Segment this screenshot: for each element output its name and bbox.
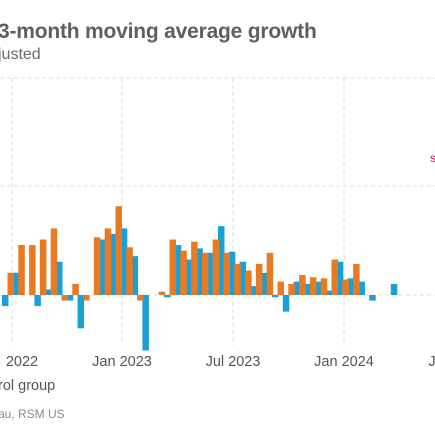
bar: [196, 248, 203, 295]
bar: [83, 295, 90, 301]
x-tick-label: 2022: [6, 354, 38, 370]
chart-subtitle: justed: [0, 46, 41, 63]
bar: [218, 226, 225, 295]
bar: [12, 272, 20, 295]
bar: [126, 247, 133, 295]
source-note: au, RSM US: [0, 407, 65, 421]
bar: [342, 279, 349, 295]
bar: [320, 278, 328, 295]
bar: [353, 263, 360, 295]
bar: [347, 278, 355, 295]
bar: [93, 237, 101, 295]
bar: [239, 261, 247, 295]
bar: [250, 286, 257, 295]
bar: [104, 228, 112, 295]
bar: [272, 295, 279, 298]
bar: [164, 295, 171, 298]
bar: [174, 245, 182, 295]
bar: [169, 239, 176, 295]
bar: [282, 295, 290, 312]
annotation-text: s: [430, 151, 435, 165]
x-tick-label: Jan 2024: [314, 354, 374, 370]
bar: [180, 250, 187, 295]
bar: [358, 281, 365, 295]
x-tick-label: J: [428, 354, 435, 370]
bar: [245, 270, 252, 295]
bar: [326, 290, 333, 295]
bar: [120, 228, 128, 295]
bar: [261, 272, 268, 295]
bar: [45, 289, 52, 295]
chart-title: 3-month moving average growth: [0, 20, 317, 43]
bar: [309, 277, 317, 295]
bar: [207, 252, 214, 295]
bar: [18, 245, 25, 295]
bar: [142, 295, 149, 351]
bar: [390, 283, 398, 295]
bar: [336, 261, 344, 295]
bar: [110, 233, 117, 295]
bar: [255, 263, 263, 295]
legend-label: rol group: [0, 378, 56, 394]
bar: [223, 252, 230, 295]
bar: [228, 251, 236, 295]
bar: [77, 295, 85, 329]
bar: [331, 259, 338, 295]
bar: [2, 295, 9, 307]
bar: [72, 283, 79, 295]
bar: [158, 291, 166, 295]
bar: [293, 281, 301, 295]
bar: [288, 283, 295, 295]
bar: [277, 281, 284, 295]
bar: [39, 239, 47, 295]
bar: [34, 295, 41, 307]
bar: [131, 256, 139, 295]
bar: [137, 295, 144, 301]
bar: [115, 206, 122, 295]
bar: [50, 228, 58, 295]
bar: [266, 252, 274, 295]
bar: [61, 295, 68, 301]
bar: [234, 263, 241, 295]
x-tick-label: Jan 2023: [92, 354, 152, 370]
bar: [304, 283, 311, 295]
bar: [7, 272, 14, 295]
bar: [185, 259, 193, 295]
x-tick-label: Jul 2023: [206, 354, 261, 370]
bar: [56, 261, 63, 295]
bar: [66, 295, 74, 301]
bar: [369, 295, 376, 301]
bar: [315, 281, 322, 295]
bar: [299, 275, 306, 295]
bar: [212, 239, 220, 295]
bar: [201, 252, 209, 295]
bar: [29, 245, 36, 295]
bar: [99, 239, 106, 295]
bar: [191, 241, 198, 295]
